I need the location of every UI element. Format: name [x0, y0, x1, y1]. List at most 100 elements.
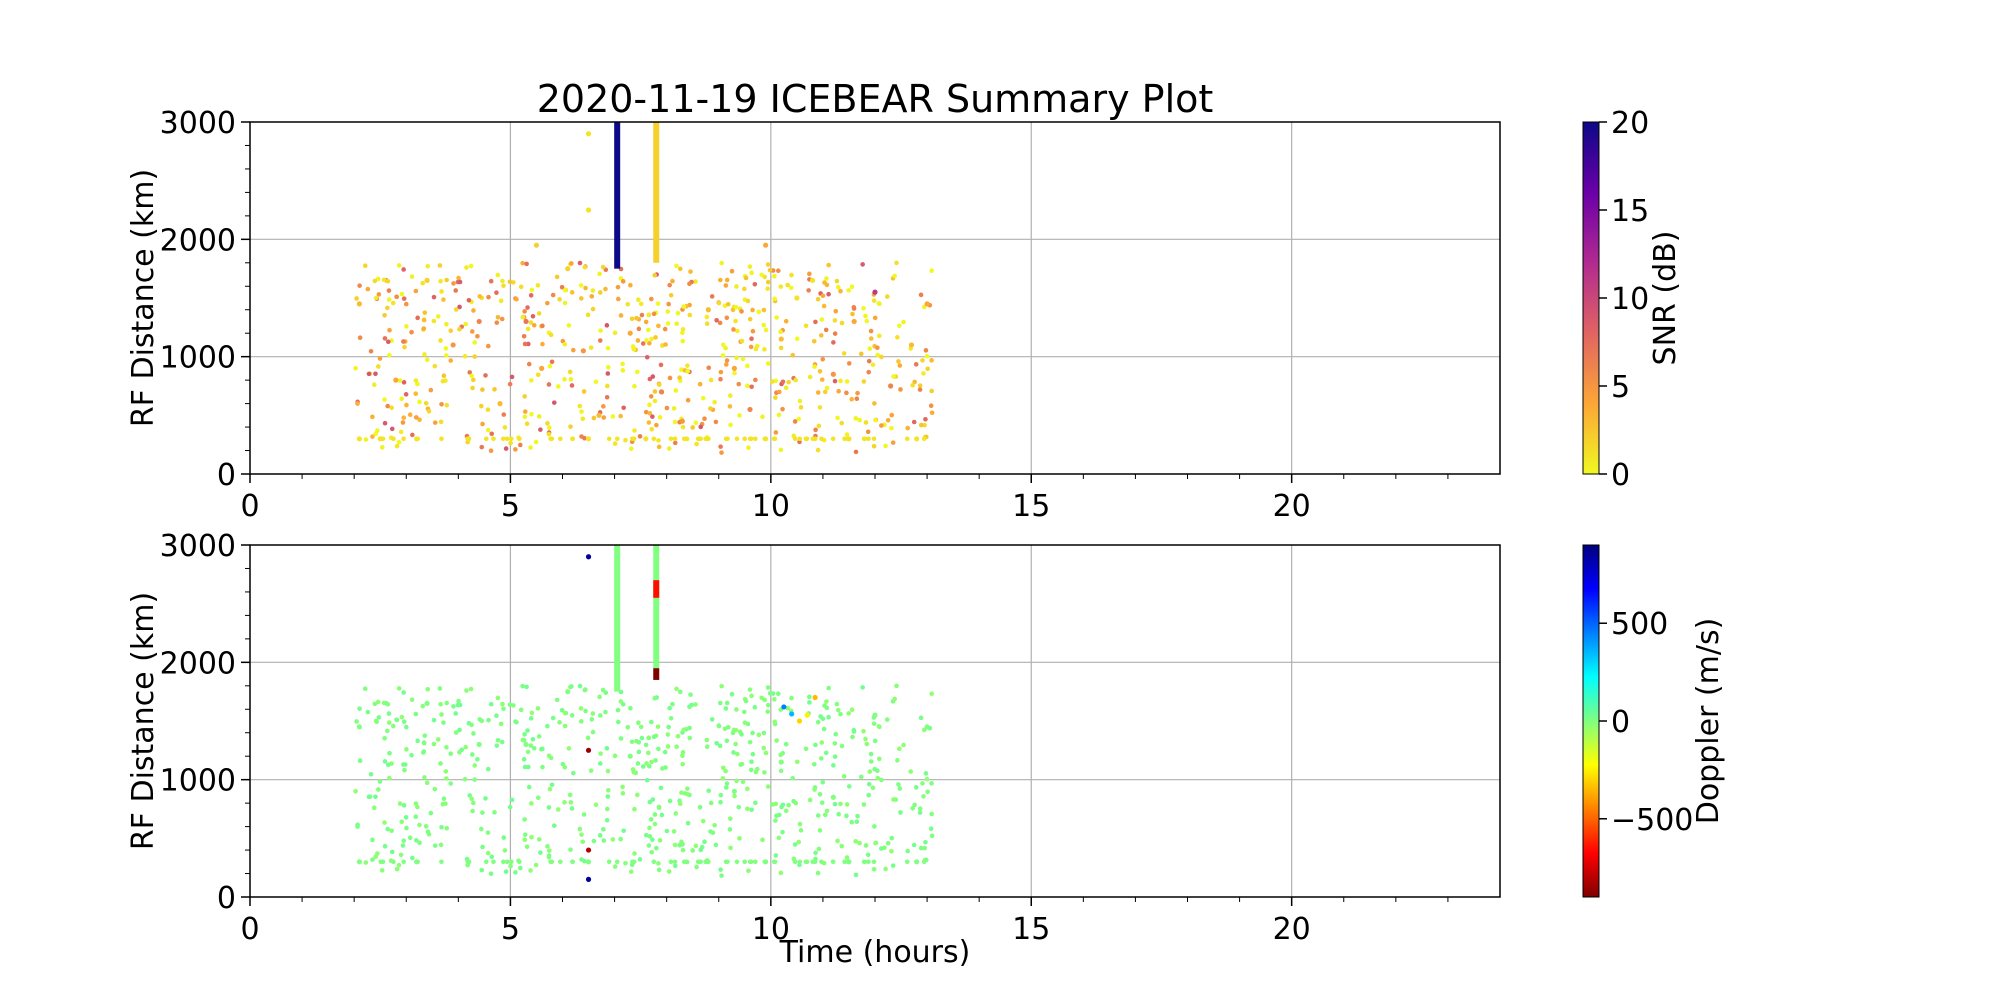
scatter-point [841, 351, 847, 356]
scatter-point [680, 330, 685, 336]
scatter-point [604, 817, 610, 823]
scatter-point [538, 427, 543, 432]
scatter-point [778, 329, 783, 335]
scatter-point [471, 731, 476, 736]
scatter-point [756, 732, 762, 738]
scatter-point [409, 697, 415, 702]
scatter-point [495, 695, 501, 701]
scatter-point [353, 365, 358, 371]
scatter-point [562, 723, 568, 729]
scatter-point [647, 402, 652, 408]
scatter-point [583, 285, 588, 291]
scatter-point [606, 436, 612, 442]
scatter-point [456, 275, 461, 281]
scatter-point [775, 268, 781, 274]
scatter-point [621, 828, 626, 834]
scatter-point [668, 436, 674, 442]
scatter-point [929, 358, 934, 363]
scatter-point [861, 802, 867, 807]
scatter-point [806, 288, 811, 293]
scatter-point [423, 823, 429, 829]
scatter-point [612, 330, 618, 336]
scatter-point [654, 845, 659, 851]
scatter-point [896, 782, 901, 787]
scatter-point [844, 379, 850, 384]
scatter-point [901, 319, 906, 325]
scatter-point [370, 857, 375, 862]
scatter-point [567, 369, 573, 375]
scatter-point [761, 730, 767, 736]
scatter-point [646, 843, 652, 848]
scatter-point [638, 724, 644, 730]
colorbar-tick-label: 0 [1611, 705, 1630, 740]
scatter-point [635, 761, 641, 766]
scatter-point [420, 280, 426, 286]
scatter-point [581, 389, 587, 394]
scatter-point [529, 801, 534, 806]
data-point [523, 318, 529, 325]
scatter-point [650, 837, 655, 842]
scatter-point [389, 405, 394, 411]
data-point [585, 876, 592, 883]
scatter-point [440, 378, 446, 384]
scatter-point [820, 356, 826, 362]
scatter-point [492, 810, 497, 815]
scatter-point [578, 706, 584, 711]
scatter-point [501, 436, 506, 442]
scatter-point [858, 351, 864, 357]
scatter-point [772, 697, 777, 702]
scatter-point [693, 702, 698, 707]
scatter-point [804, 436, 810, 442]
scatter-point [513, 447, 518, 452]
scatter-point [571, 770, 576, 776]
data-point [888, 383, 894, 389]
scatter-point [494, 713, 499, 718]
doppler-grid [250, 545, 1500, 897]
scatter-point [651, 859, 657, 865]
scatter-point [790, 352, 796, 358]
data-point [565, 689, 571, 695]
scatter-point [579, 832, 584, 837]
scatter-point [910, 805, 915, 811]
scatter-point [485, 830, 491, 835]
scatter-point [718, 799, 723, 805]
vertical-streak [653, 580, 660, 598]
scatter-point [815, 296, 821, 302]
scatter-point [391, 859, 396, 865]
data-point [924, 301, 930, 307]
data-point [763, 859, 769, 865]
scatter-point [404, 324, 409, 329]
scatter-point [612, 864, 618, 869]
scatter-point [499, 316, 505, 322]
scatter-point [415, 804, 420, 810]
scatter-point [872, 315, 878, 321]
scatter-point [398, 852, 404, 858]
scatter-point [417, 417, 422, 423]
scatter-point [723, 283, 729, 288]
scatter-point [850, 311, 855, 317]
snr-points [353, 122, 935, 455]
scatter-point [600, 687, 606, 693]
scatter-point [793, 800, 799, 806]
scatter-point [700, 818, 706, 824]
scatter-point [687, 312, 693, 318]
scatter-point [898, 810, 903, 815]
scatter-point [820, 293, 826, 299]
scatter-point [636, 720, 641, 726]
scatter-point [720, 353, 726, 358]
scatter-point [480, 844, 485, 850]
scatter-point [870, 362, 876, 368]
scatter-point [470, 385, 475, 391]
data-point [356, 301, 362, 307]
scatter-point [889, 835, 895, 841]
data-point [565, 266, 571, 272]
scatter-point [679, 790, 684, 795]
scatter-point [495, 314, 501, 320]
scatter-point [750, 751, 756, 757]
scatter-point [593, 802, 599, 808]
scatter-point [662, 749, 668, 755]
scatter-point [680, 761, 686, 767]
scatter-point [477, 294, 483, 299]
scatter-point [832, 378, 838, 384]
